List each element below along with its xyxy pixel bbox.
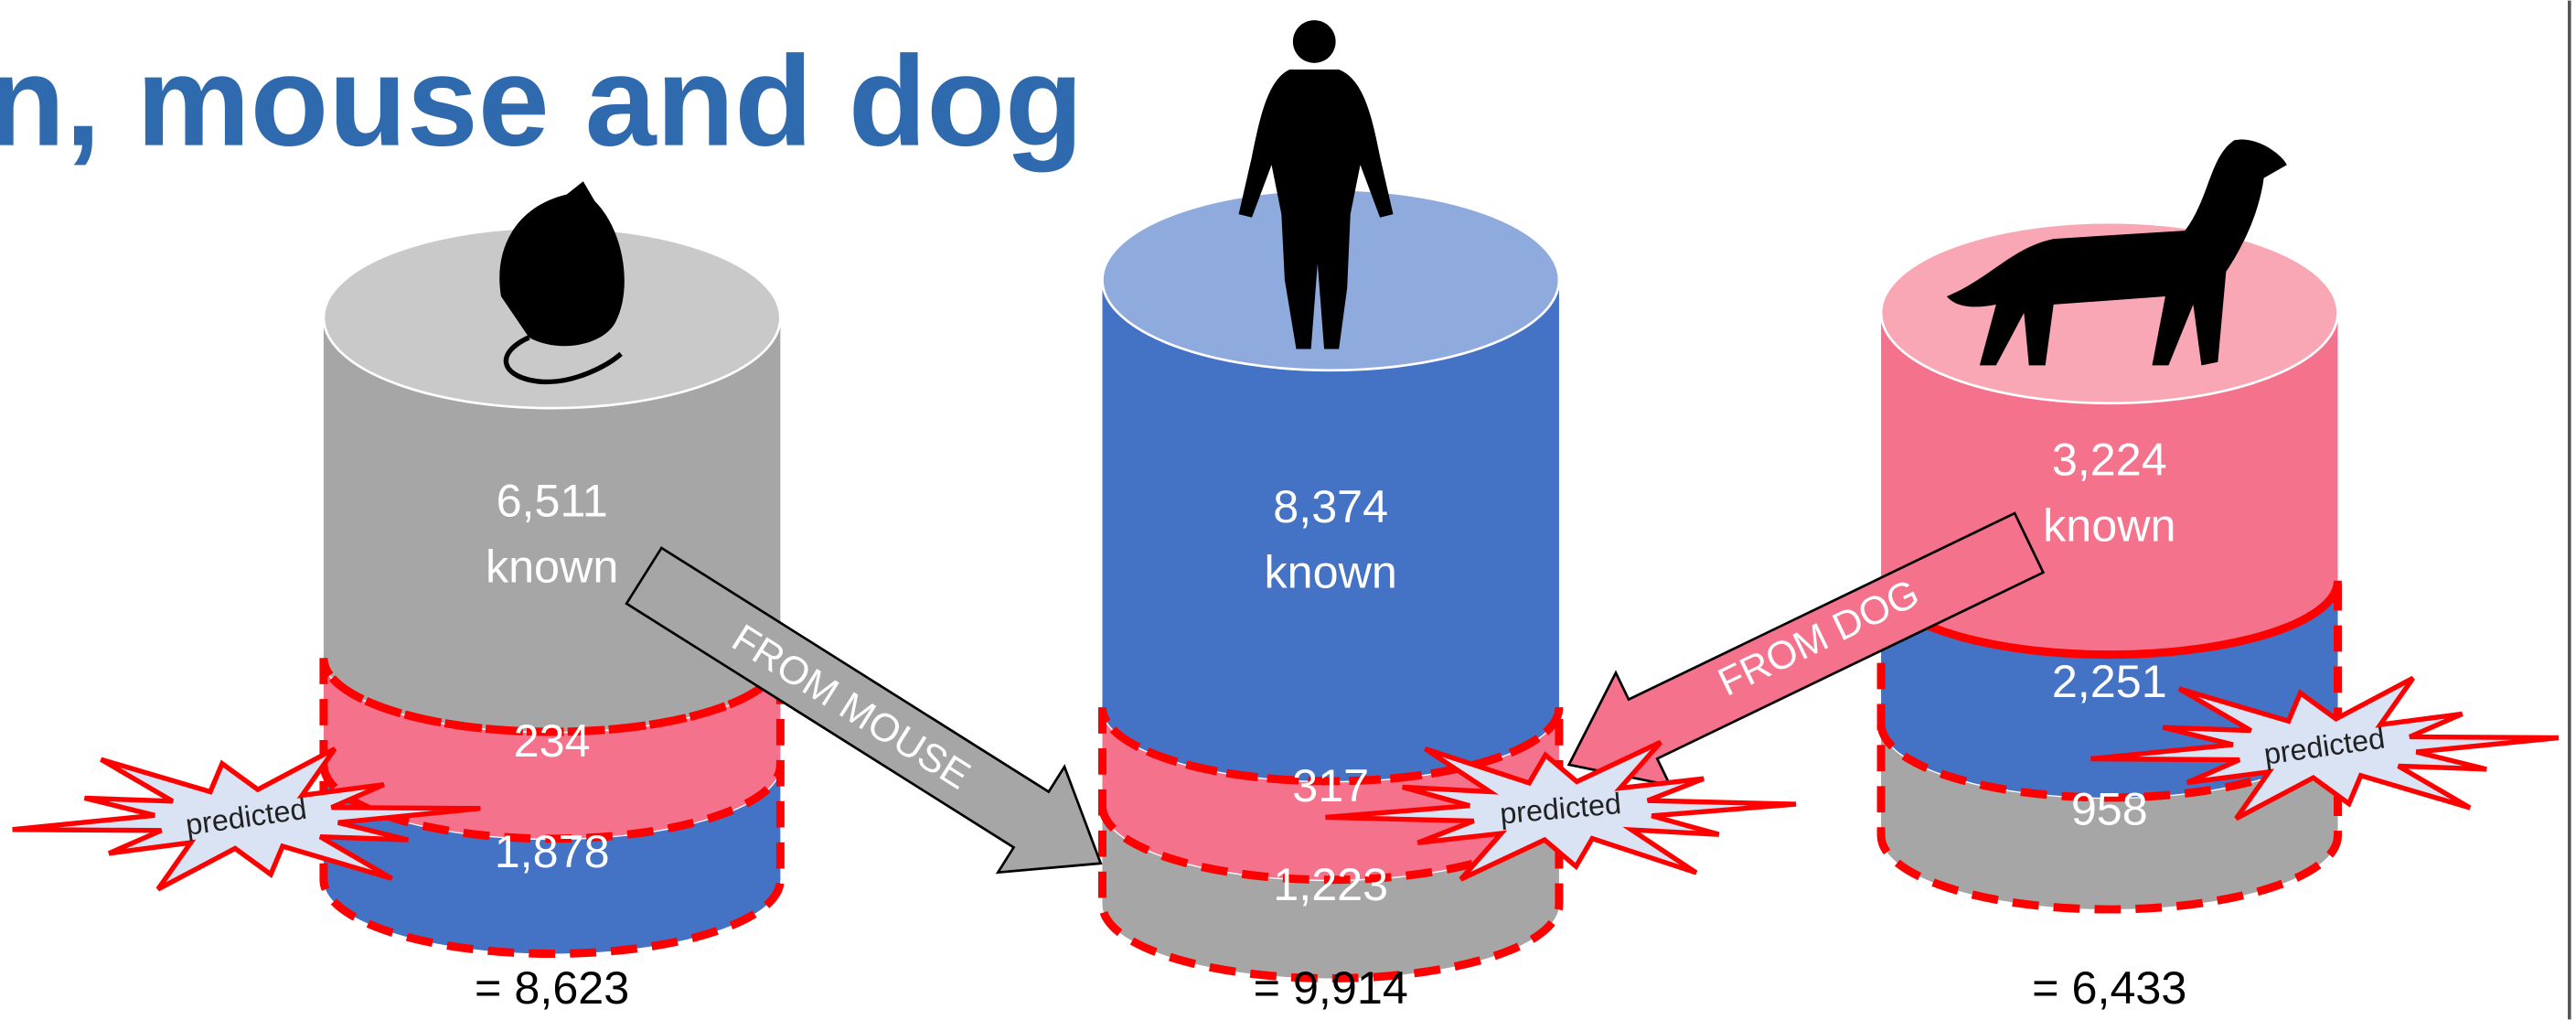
cylinder-bottom bbox=[323, 691, 781, 839]
total: = 8,623 bbox=[475, 961, 629, 1014]
cylinder-bottom bbox=[1102, 633, 1559, 781]
known-label: known bbox=[486, 540, 618, 592]
dog-icon bbox=[1946, 139, 2287, 366]
predicted-value: 2,251 bbox=[2052, 655, 2167, 707]
title: n, mouse and dog bbox=[0, 29, 1084, 173]
known-value: 3,224 bbox=[2052, 434, 2167, 486]
known-value: 6,511 bbox=[497, 474, 608, 526]
known-value: 8,374 bbox=[1273, 480, 1388, 532]
predicted-value: 958 bbox=[2071, 782, 2148, 834]
predicted-value: 234 bbox=[514, 714, 591, 767]
mouse-icon bbox=[499, 181, 625, 385]
total: = 6,433 bbox=[2032, 961, 2186, 1014]
predicted-value: 1,223 bbox=[1273, 858, 1388, 910]
predicted-outline bbox=[319, 658, 785, 959]
known-label: known bbox=[1265, 546, 1397, 598]
starburst bbox=[2090, 675, 2560, 821]
starburst bbox=[1325, 739, 1797, 882]
total: = 9,914 bbox=[1254, 961, 1408, 1014]
known-label: known bbox=[2043, 499, 2175, 551]
arrow-shape bbox=[1566, 511, 2046, 788]
predicted-outline bbox=[1097, 706, 1564, 983]
predicted-value: 1,878 bbox=[495, 825, 610, 877]
starburst bbox=[12, 746, 481, 892]
predicted-outline bbox=[1876, 580, 2342, 914]
cylinder-bottom bbox=[1881, 761, 2338, 910]
human-icon bbox=[1238, 20, 1394, 349]
arrow-shape bbox=[625, 546, 1103, 875]
cylinders: 6,511 known 234 1,878 = 8,623 8,374 known 317 1,… bbox=[319, 188, 2342, 1014]
predicted-value: 317 bbox=[1292, 759, 1369, 811]
cylinder-bottom bbox=[323, 805, 781, 954]
